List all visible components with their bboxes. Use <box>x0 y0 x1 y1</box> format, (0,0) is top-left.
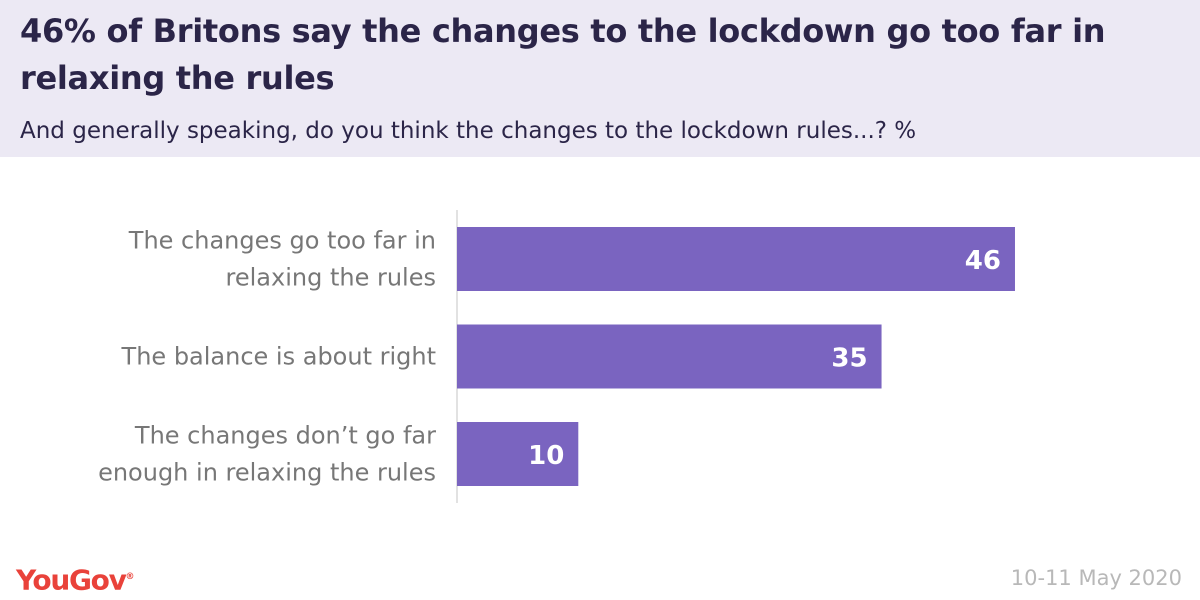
header-band: 46% of Britons say the changes to the lo… <box>0 0 1200 157</box>
yougov-logo: YouGov® <box>16 557 135 600</box>
bar <box>457 324 882 389</box>
category-label: relaxing the rules <box>226 264 436 292</box>
chart-subtitle: And generally speaking, do you think the… <box>20 118 917 144</box>
logo-registered-mark: ® <box>125 572 135 582</box>
bar-value-label: 46 <box>965 246 1001 276</box>
bar <box>457 227 1015 291</box>
survey-date: 10-11 May 2020 <box>1010 566 1182 590</box>
logo-text: YouGov <box>16 563 127 597</box>
category-label: The balance is about right <box>121 343 436 371</box>
bar-value-label: 35 <box>831 344 867 374</box>
category-label: enough in relaxing the rules <box>98 459 436 487</box>
chart-title: 46% of Britons say the changes to the lo… <box>20 12 1106 97</box>
bar-value-label: 10 <box>528 441 564 471</box>
bar <box>457 422 579 486</box>
bars-group: 46 The changes go too far in relaxing the … <box>98 227 1015 487</box>
category-label: The changes don’t go far <box>134 422 436 450</box>
category-label: The changes go too far in <box>128 227 436 255</box>
